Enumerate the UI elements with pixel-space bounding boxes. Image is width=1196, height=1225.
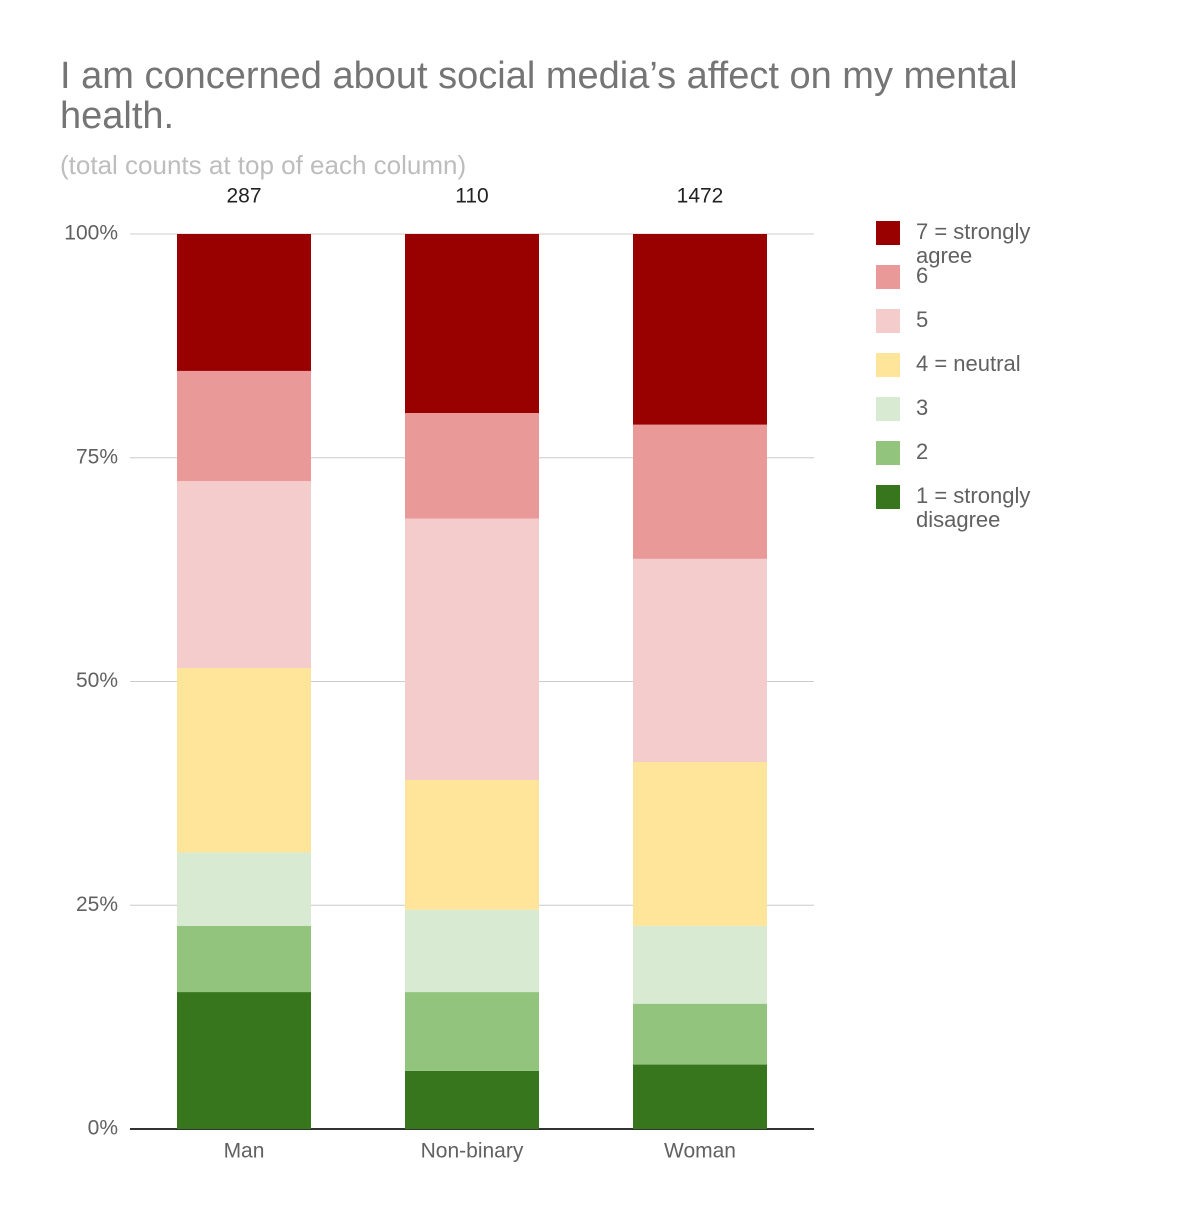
legend-item: 1 = strongly disagree: [876, 483, 1126, 532]
legend-label: 6: [916, 263, 929, 288]
bar-segment: [177, 234, 311, 371]
y-tick-label: 25%: [76, 893, 118, 916]
legend-swatch: [876, 485, 900, 509]
bar-segment: [405, 234, 539, 413]
legend-label: 3: [916, 395, 929, 420]
legend-swatch: [876, 441, 900, 465]
y-tick-label: 0%: [88, 1117, 118, 1140]
legend-label: 1 = strongly disagree: [916, 483, 1031, 532]
y-tick-label: 50%: [76, 669, 118, 692]
bar-segment: [633, 1064, 767, 1129]
x-tick-label: Man: [224, 1140, 265, 1163]
legend-swatch: [876, 265, 900, 289]
legend-item: 2: [876, 439, 1126, 485]
legend-label: 4 = neutral: [916, 351, 1021, 376]
bar-segment: [405, 518, 539, 780]
legend-label: 2: [916, 439, 929, 464]
chart: 0% 25% 50% 75% 100% Man 287 Non-binary 110 Woman 1…: [64, 185, 814, 1163]
bar-segment: [177, 992, 311, 1129]
legend-item: 6: [876, 263, 1126, 309]
chart-title: I am concerned about social media’s affe…: [60, 55, 1018, 137]
bar-segment: [177, 925, 311, 993]
x-tick-label: Woman: [664, 1140, 736, 1163]
bar-segment: [405, 1070, 539, 1129]
total-label: 110: [455, 185, 488, 208]
bar-segment: [177, 668, 311, 853]
bar-segment: [405, 909, 539, 993]
bar-segment: [633, 925, 767, 1004]
bar-segment: [405, 779, 539, 910]
legend-item: 7 = strongly agree: [876, 219, 1126, 268]
legend: 7 = strongly agree 6 5 4 = neutral 3 2 1 = str…: [876, 219, 1126, 532]
bar-segment: [633, 762, 767, 926]
legend-swatch: [876, 309, 900, 333]
legend-item: 3: [876, 395, 1126, 441]
bar-segment: [633, 558, 767, 763]
legend-swatch: [876, 221, 900, 245]
legend-swatch: [876, 353, 900, 377]
bar-segment: [405, 413, 539, 519]
total-label: 287: [226, 185, 261, 208]
chart-subtitle: (total counts at top of each column): [60, 150, 467, 180]
legend-swatch: [876, 397, 900, 421]
bar-segment: [177, 481, 311, 669]
legend-label: 5: [916, 307, 929, 332]
legend-item: 4 = neutral: [876, 351, 1126, 397]
bar-segment: [633, 424, 767, 559]
bar-segment: [633, 234, 767, 425]
y-tick-label: 75%: [76, 445, 118, 468]
x-tick-label: Non-binary: [421, 1140, 524, 1163]
legend-label: 7 = strongly agree: [916, 219, 1031, 268]
legend-item: 5: [876, 307, 1126, 353]
bar-segment: [177, 370, 311, 482]
total-label: 1472: [677, 185, 724, 208]
bar-segment: [177, 852, 311, 926]
bar-segment: [405, 992, 539, 1071]
y-tick-label: 100%: [64, 222, 118, 245]
bar-segment: [633, 1003, 767, 1065]
